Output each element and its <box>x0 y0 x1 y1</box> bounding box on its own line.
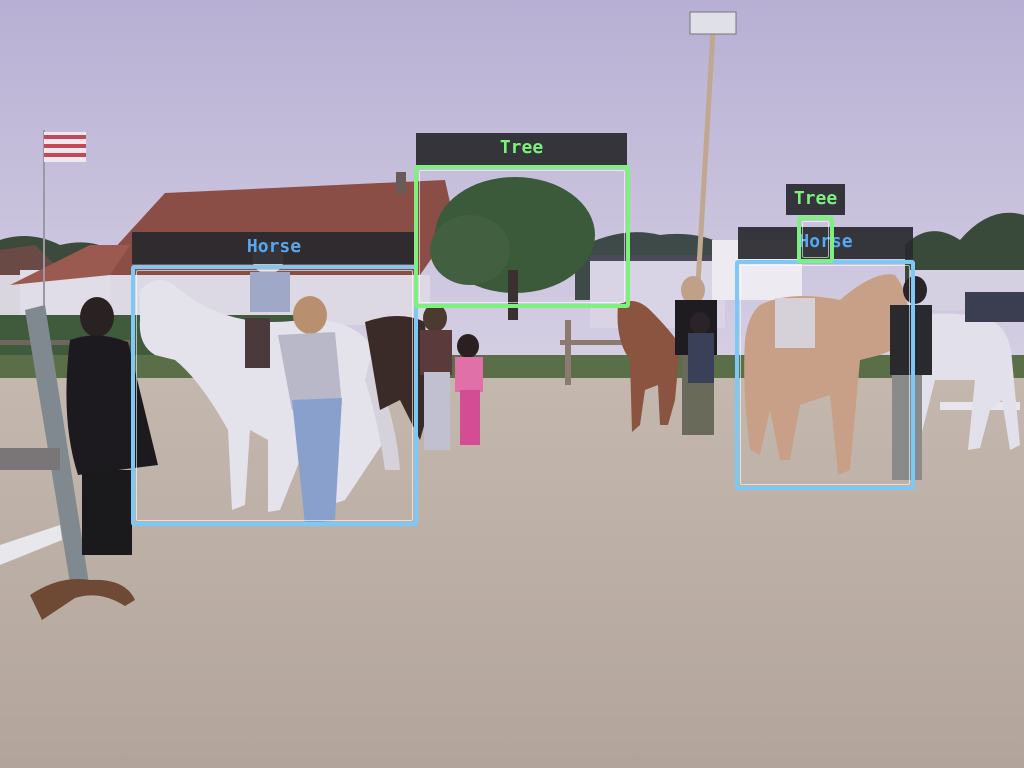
car <box>965 292 1024 322</box>
boy-head <box>690 312 710 334</box>
girl-body <box>455 357 483 392</box>
detection-label: Tree <box>416 133 627 165</box>
flag-stripe <box>44 144 86 148</box>
person-legs <box>82 470 132 555</box>
girl-legs <box>460 390 480 445</box>
flood-light <box>690 12 736 34</box>
detection-box-tree <box>797 216 834 263</box>
boy-body <box>688 333 714 383</box>
person-body <box>420 330 452 375</box>
man-head <box>681 276 705 304</box>
person-head <box>423 304 447 332</box>
detection-box-horse <box>735 260 915 490</box>
girl-head <box>457 334 479 358</box>
foreground-rail <box>0 448 60 470</box>
flag-stripe <box>44 153 86 157</box>
detection-label: Tree <box>786 184 845 215</box>
person-head <box>80 297 114 337</box>
flag-stripe <box>44 135 86 139</box>
fence-post <box>565 320 571 385</box>
detection-label: Horse <box>132 232 416 264</box>
detection-box-horse <box>131 265 418 526</box>
person-legs <box>424 372 450 450</box>
chimney <box>396 172 406 194</box>
detection-box-tree <box>414 165 630 308</box>
